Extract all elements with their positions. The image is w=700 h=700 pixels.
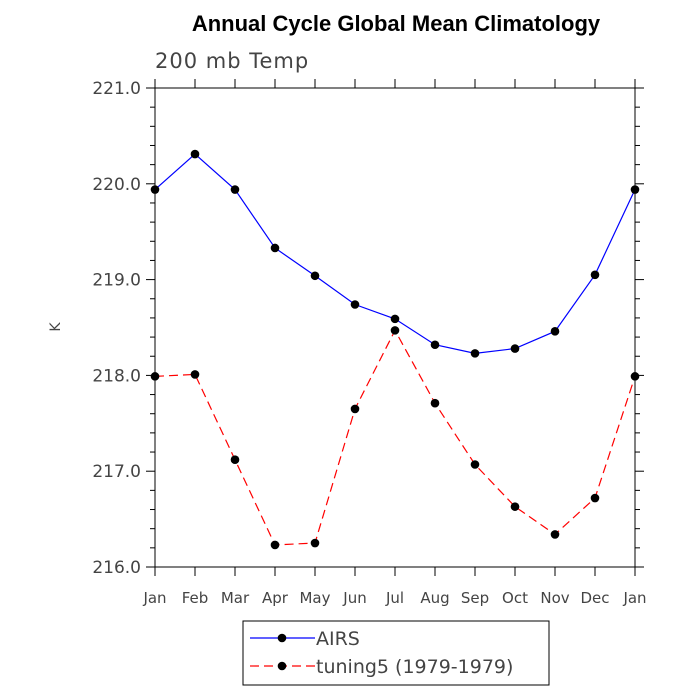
x-tick-label: Oct: [502, 589, 528, 607]
data-point: [390, 314, 400, 324]
x-tick-label: Apr: [262, 589, 289, 607]
data-point: [630, 372, 640, 381]
x-tick-label: Mar: [221, 589, 250, 607]
x-tick-label: Jan: [142, 589, 166, 607]
legend-marker: [277, 661, 287, 671]
legend-marker: [277, 633, 287, 643]
data-point: [630, 185, 640, 194]
x-tick-label: Jun: [342, 589, 366, 607]
data-point: [590, 270, 600, 280]
x-tick-label: Nov: [540, 589, 569, 607]
data-point: [230, 455, 240, 465]
x-tick-label: Dec: [580, 589, 609, 607]
legend-label-tuning5: tuning5 (1979-1979): [316, 656, 513, 678]
data-point: [550, 530, 560, 539]
data-point: [270, 540, 280, 550]
data-point: [310, 271, 320, 281]
x-tick-label: Feb: [182, 589, 209, 607]
data-point: [150, 372, 160, 381]
y-tick-label: 218.0: [92, 366, 141, 386]
data-point: [190, 149, 200, 159]
data-point: [510, 502, 520, 511]
data-point: [390, 326, 400, 335]
chart-subtitle: 200 mb Temp: [155, 49, 309, 73]
data-point: [550, 327, 560, 336]
x-tick-label: May: [299, 589, 330, 607]
legend-box: [242, 620, 550, 686]
data-point: [310, 538, 320, 548]
y-tick-label: 216.0: [92, 558, 141, 578]
data-point: [510, 344, 520, 353]
x-tick-label: Jul: [385, 589, 404, 607]
data-point: [430, 398, 440, 408]
data-point: [470, 460, 480, 469]
series-line-tuning5: [154, 329, 636, 546]
y-axis-label: K: [48, 322, 64, 332]
x-tick-label: Aug: [420, 589, 449, 607]
legend-label-airs: AIRS: [316, 628, 360, 650]
data-point: [590, 493, 600, 503]
data-point: [150, 185, 160, 194]
x-tick-label: Sep: [461, 589, 489, 607]
x-tick-label: Jan: [622, 589, 646, 607]
chart-title: Annual Cycle Global Mean Climatology: [192, 11, 601, 36]
y-tick-label: 221.0: [92, 79, 141, 99]
data-point: [350, 300, 360, 309]
data-point: [270, 243, 280, 253]
plot-layer: 216.0 217.0 218.0 219.0 220.0 221.0 Jan Feb Mar A…: [92, 79, 647, 607]
legend: AIRS tuning5 (1979-1979): [242, 620, 550, 686]
y-tick-label: 217.0: [92, 462, 141, 482]
data-point: [430, 340, 440, 350]
y-tick-label: 220.0: [92, 175, 141, 195]
data-point: [190, 370, 200, 379]
data-point: [350, 404, 360, 414]
data-point: [230, 185, 240, 194]
y-tick-label: 219.0: [92, 271, 141, 291]
data-point: [470, 349, 480, 358]
series-line-airs: [154, 153, 636, 354]
